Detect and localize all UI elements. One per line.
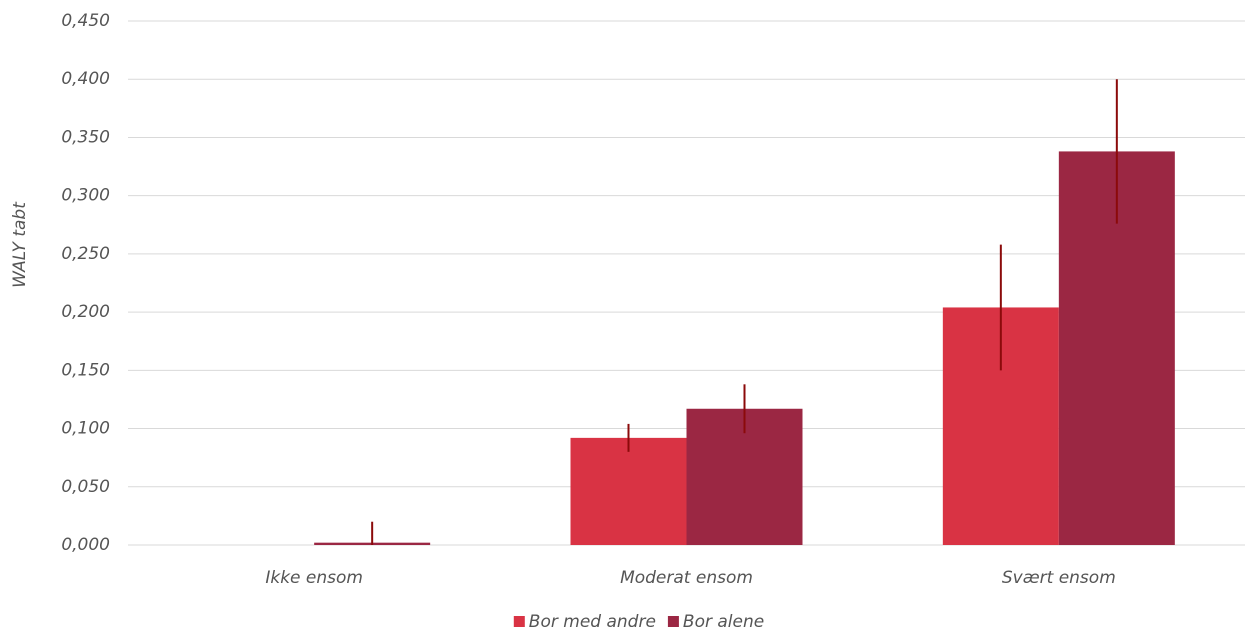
legend: Bor med andre Bor alene — [513, 612, 764, 632]
y-tick-label: 0,300 — [61, 186, 110, 206]
legend-swatch — [667, 616, 679, 627]
y-tick-label: 0,000 — [61, 535, 110, 555]
legend-swatch — [513, 616, 525, 627]
x-tick-label: Svært ensom — [1002, 568, 1116, 588]
y-tick-label: 0,350 — [61, 127, 110, 147]
bar — [570, 437, 687, 545]
y-tick-label: 0,450 — [61, 11, 110, 31]
legend-label: Bor alene — [683, 612, 764, 632]
x-tick-label: Ikke ensom — [265, 568, 363, 588]
y-tick-label: 0,200 — [61, 302, 110, 322]
y-axis-label: WALY tabt — [10, 201, 30, 288]
y-tick-label: 0,250 — [61, 244, 110, 264]
y-tick-label: 0,050 — [61, 477, 110, 497]
y-tick-label: 0,100 — [61, 419, 110, 439]
y-tick-label: 0,150 — [61, 360, 110, 380]
legend-label: Bor med andre — [529, 612, 656, 632]
y-tick-label: 0,400 — [61, 69, 110, 89]
x-tick-label: Moderat ensom — [620, 568, 753, 588]
